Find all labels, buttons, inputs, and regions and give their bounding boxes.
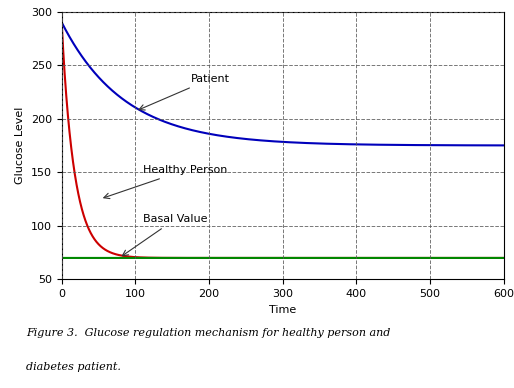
Text: Basal Value: Basal Value xyxy=(122,215,207,256)
Text: Figure 3.  Glucose regulation mechanism for healthy person and: Figure 3. Glucose regulation mechanism f… xyxy=(26,327,390,338)
Text: Patient: Patient xyxy=(139,74,230,110)
Y-axis label: Glucose Level: Glucose Level xyxy=(15,107,25,184)
Text: Healthy Person: Healthy Person xyxy=(104,165,227,199)
Text: diabetes patient.: diabetes patient. xyxy=(26,362,121,372)
X-axis label: Time: Time xyxy=(269,305,297,315)
